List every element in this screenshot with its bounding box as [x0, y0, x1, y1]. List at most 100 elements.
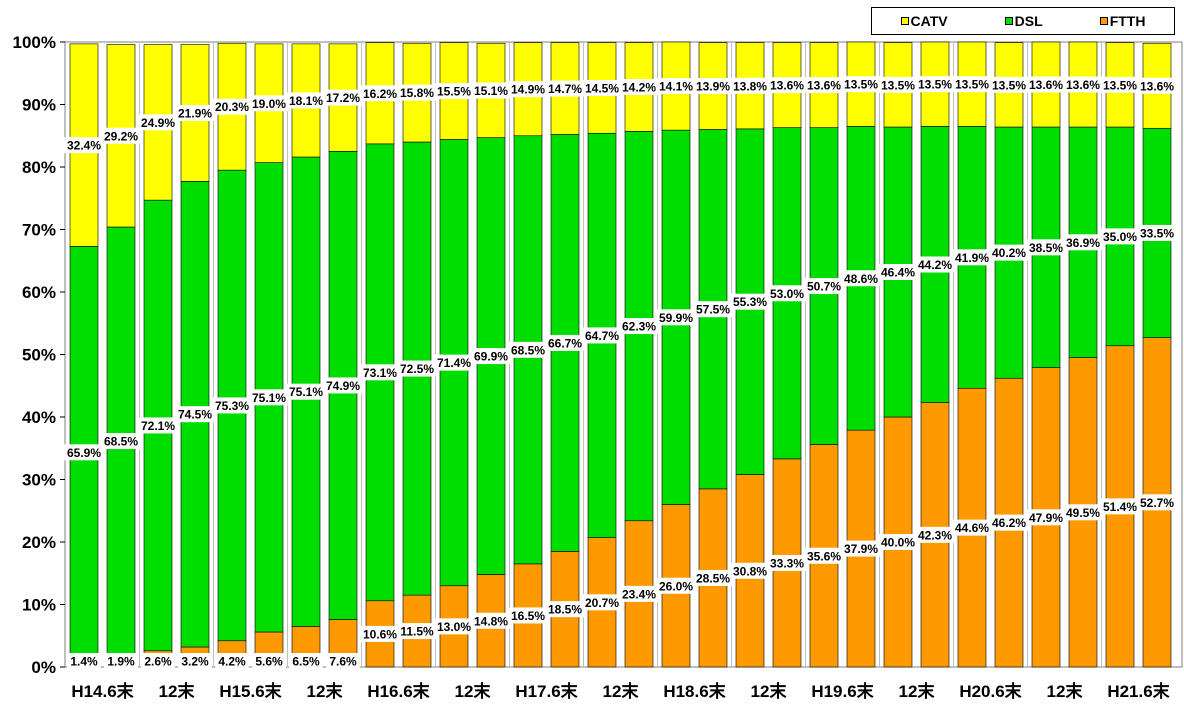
data-label-dsl-bg: [618, 318, 660, 335]
data-label-ftth-bg: [729, 562, 771, 579]
data-label-dsl: 53.0%: [770, 287, 804, 301]
data-label-ftth-bg: [289, 653, 323, 669]
data-label-ftth: 47.9%: [1029, 511, 1063, 525]
data-label-ftth: 35.6%: [807, 549, 841, 563]
data-label-ftth-bg: [581, 594, 623, 611]
data-label-catv-bg: [507, 81, 549, 98]
data-label-catv: 14.7%: [548, 82, 582, 96]
data-label-dsl: 65.9%: [67, 446, 101, 460]
legend-item-ftth: FTTH: [1099, 13, 1145, 29]
data-label-catv-bg: [359, 85, 401, 102]
data-label-ftth-bg: [1025, 509, 1067, 526]
data-label-ftth-bg: [104, 653, 138, 669]
data-label-dsl: 36.9%: [1066, 236, 1100, 250]
data-label-ftth-bg: [433, 618, 475, 635]
legend-swatch-catv: [900, 17, 909, 25]
data-label-dsl: 50.7%: [807, 280, 841, 294]
data-label-ftth: 33.3%: [770, 556, 804, 570]
data-label-ftth: 5.6%: [255, 655, 283, 669]
legend-item-catv: CATV: [900, 13, 948, 29]
y-tick-label: 80%: [22, 158, 56, 177]
data-label-ftth: 26.0%: [659, 579, 693, 593]
data-label-catv-bg: [766, 77, 808, 94]
data-label-ftth-bg: [215, 653, 249, 669]
data-label-ftth-bg: [141, 653, 175, 669]
data-label-ftth: 3.2%: [181, 655, 209, 669]
data-label-catv-bg: [951, 76, 993, 93]
data-label-dsl-bg: [581, 327, 623, 344]
data-label-dsl-bg: [840, 270, 882, 287]
data-label-dsl-bg: [692, 301, 734, 318]
data-label-ftth-bg: [507, 607, 549, 624]
data-label-ftth-bg: [692, 569, 734, 586]
data-label-ftth-bg: [655, 577, 697, 594]
data-label-ftth: 40.0%: [881, 536, 915, 550]
data-label-catv: 32.4%: [67, 139, 101, 153]
data-label-dsl-bg: [63, 444, 105, 461]
data-label-catv-bg: [1136, 77, 1178, 94]
x-tick-label: H19.6末: [811, 681, 874, 701]
data-label-dsl-bg: [1062, 234, 1104, 251]
data-label-ftth: 20.7%: [585, 596, 619, 610]
data-label-dsl: 74.5%: [178, 408, 212, 422]
data-label-catv: 14.2%: [622, 81, 656, 95]
data-label-ftth-bg: [951, 519, 993, 536]
y-tick-label: 60%: [22, 283, 56, 302]
data-label-ftth: 49.5%: [1066, 506, 1100, 520]
data-label-dsl: 57.5%: [696, 303, 730, 317]
data-label-dsl-bg: [470, 348, 512, 365]
x-tick-label: H20.6末: [959, 681, 1022, 701]
x-tick-label: 12末: [751, 681, 788, 701]
data-label-dsl: 72.1%: [141, 419, 175, 433]
data-label-catv-bg: [618, 79, 660, 95]
data-label-ftth: 13.0%: [437, 620, 471, 634]
data-label-dsl: 69.9%: [474, 350, 508, 364]
data-label-catv-bg: [396, 84, 438, 101]
data-label-ftth: 30.8%: [733, 564, 767, 578]
data-label-catv: 18.1%: [289, 94, 323, 108]
data-label-catv: 13.5%: [992, 78, 1026, 92]
data-label-ftth: 37.9%: [844, 542, 878, 556]
data-label-catv: 15.1%: [474, 84, 508, 98]
data-label-catv: 13.6%: [770, 79, 804, 93]
data-label-catv: 13.5%: [1103, 78, 1137, 92]
y-tick-label: 40%: [22, 408, 56, 427]
y-tick-label: 50%: [22, 346, 56, 365]
data-label-catv: 13.6%: [1066, 78, 1100, 92]
data-label-catv: 13.6%: [1140, 79, 1174, 93]
data-label-catv: 13.9%: [696, 80, 730, 94]
data-label-catv-bg: [137, 114, 179, 131]
data-label-ftth: 42.3%: [918, 528, 952, 542]
data-label-catv-bg: [1099, 76, 1141, 93]
y-tick-label: 20%: [22, 533, 56, 552]
legend-label-dsl: DSL: [1014, 13, 1043, 29]
data-label-dsl-bg: [877, 264, 919, 280]
data-label-ftth: 14.8%: [474, 614, 508, 628]
data-label-catv: 17.2%: [326, 91, 360, 105]
data-label-ftth-bg: [178, 653, 212, 669]
data-label-catv: 13.5%: [881, 78, 915, 92]
data-label-ftth: 18.5%: [548, 603, 582, 617]
data-label-catv-bg: [1062, 76, 1104, 93]
data-label-dsl: 48.6%: [844, 272, 878, 286]
data-label-catv-bg: [100, 127, 142, 144]
x-tick-label: 12末: [455, 681, 492, 701]
data-label-ftth-bg: [840, 540, 882, 557]
data-label-catv-bg: [470, 82, 512, 99]
data-label-dsl-bg: [655, 309, 697, 326]
data-label-catv-bg: [211, 98, 253, 115]
data-label-catv-bg: [914, 76, 956, 93]
data-label-dsl: 68.5%: [511, 343, 545, 357]
data-label-dsl-bg: [507, 341, 549, 358]
data-label-dsl-bg: [211, 397, 253, 414]
data-label-catv: 15.5%: [437, 85, 471, 99]
data-label-ftth-bg: [326, 653, 360, 669]
data-label-dsl: 35.0%: [1103, 230, 1137, 244]
data-label-dsl: 72.5%: [400, 362, 434, 376]
data-label-catv: 13.6%: [1029, 78, 1063, 92]
data-label-catv-bg: [285, 92, 327, 109]
data-label-dsl: 59.9%: [659, 311, 693, 325]
data-label-dsl-bg: [729, 293, 771, 310]
